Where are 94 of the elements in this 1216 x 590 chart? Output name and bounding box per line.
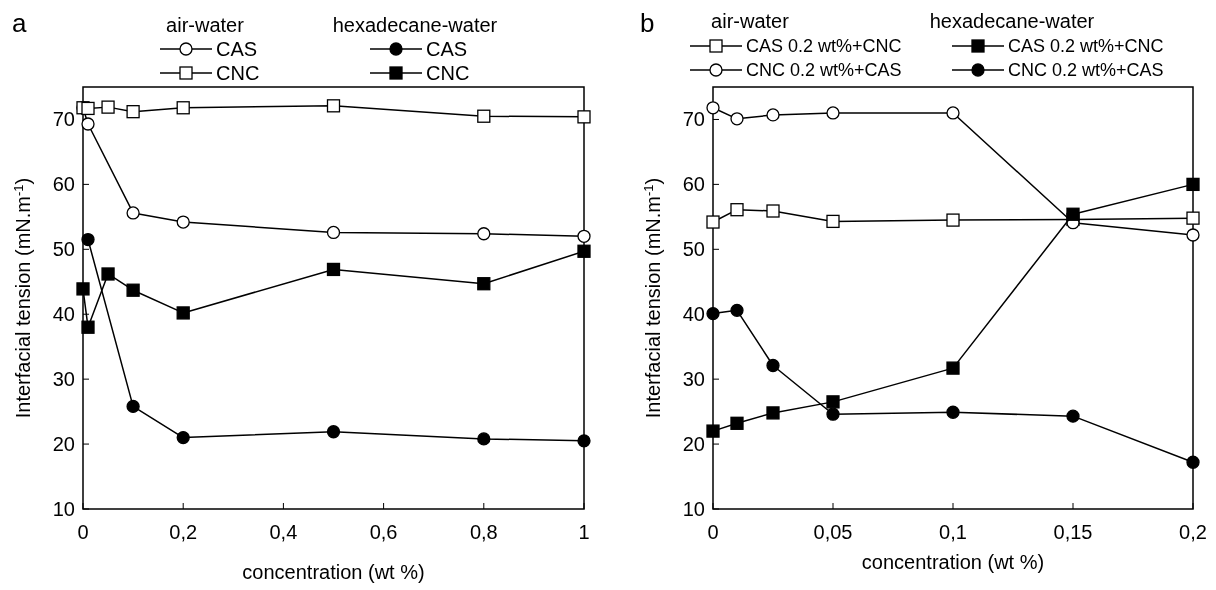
x-tick-label: 0 bbox=[77, 521, 89, 543]
point bbox=[946, 106, 960, 120]
point bbox=[1066, 207, 1080, 221]
x-tick-label: 0,4 bbox=[269, 521, 298, 543]
legend-label: CAS bbox=[426, 38, 468, 60]
legend-label: CAS bbox=[216, 38, 258, 60]
point bbox=[577, 244, 591, 258]
point bbox=[946, 213, 960, 227]
point bbox=[577, 229, 591, 243]
text: hexadecane-water bbox=[929, 10, 1095, 32]
point bbox=[730, 203, 744, 217]
y-tick-label: 10 bbox=[52, 498, 75, 520]
point bbox=[577, 110, 591, 124]
x-tick-label: 0,6 bbox=[369, 521, 398, 543]
x-axis-title: concentration (wt %) bbox=[242, 561, 425, 583]
point bbox=[81, 232, 95, 247]
chart-title: b bbox=[640, 8, 655, 38]
y-tick-label: 20 bbox=[682, 433, 705, 456]
point bbox=[477, 432, 491, 446]
point bbox=[477, 227, 491, 241]
x-tick-label: 0,2 bbox=[1179, 521, 1207, 543]
point bbox=[577, 434, 591, 448]
point bbox=[326, 99, 341, 113]
point bbox=[1186, 211, 1200, 225]
point bbox=[826, 395, 840, 409]
point bbox=[126, 283, 140, 297]
point bbox=[706, 215, 720, 229]
point bbox=[946, 361, 960, 375]
point bbox=[326, 425, 341, 439]
y-tick-label: 60 bbox=[682, 173, 705, 196]
point bbox=[176, 215, 190, 229]
point bbox=[101, 100, 115, 114]
y-tick-label: 70 bbox=[52, 108, 75, 131]
y-tick-label: 50 bbox=[52, 238, 75, 261]
x-tick-label: 1 bbox=[578, 521, 590, 543]
legend-label: CAS 0.2 wt%+CNC bbox=[746, 36, 902, 57]
legend-label: CNC bbox=[426, 62, 470, 84]
point bbox=[126, 399, 140, 414]
y-tick-label: 30 bbox=[52, 368, 75, 391]
y-tick-label: 40 bbox=[682, 303, 705, 326]
point bbox=[81, 320, 95, 334]
point bbox=[126, 105, 140, 119]
point bbox=[1186, 228, 1200, 242]
x-tick-label: 0 bbox=[707, 521, 719, 543]
point bbox=[1066, 409, 1080, 423]
point bbox=[326, 262, 341, 277]
legend-label: CNC 0.2 wt%+CAS bbox=[1008, 60, 1164, 81]
point bbox=[176, 430, 190, 445]
point bbox=[766, 108, 780, 122]
point bbox=[730, 112, 744, 126]
point bbox=[766, 358, 780, 373]
point bbox=[730, 416, 744, 430]
point bbox=[477, 277, 491, 291]
x-tick-label: 0,1 bbox=[939, 521, 967, 543]
x-axis-title: concentration (wt %) bbox=[861, 551, 1045, 573]
point bbox=[706, 101, 720, 115]
point bbox=[176, 101, 190, 115]
point bbox=[76, 282, 90, 296]
y-tick-label: 40 bbox=[52, 303, 75, 326]
point bbox=[176, 306, 190, 320]
text: hexadecane-water bbox=[332, 14, 498, 36]
point bbox=[826, 106, 840, 120]
point bbox=[1186, 455, 1200, 469]
point bbox=[766, 406, 780, 420]
y-tick-label: 50 bbox=[682, 238, 705, 261]
x-tick-label: 0,05 bbox=[813, 521, 853, 543]
legend-label: CNC bbox=[216, 62, 260, 84]
x-tick-label: 0,15 bbox=[1053, 521, 1093, 543]
y-tick-label: 70 bbox=[682, 108, 705, 131]
text: air-water bbox=[166, 14, 245, 36]
x-tick-label: 0,8 bbox=[469, 521, 498, 543]
y-tick-label: 60 bbox=[52, 173, 75, 196]
point bbox=[706, 306, 720, 321]
y-tick-label: 30 bbox=[682, 368, 705, 391]
x-tick-label: 0,2 bbox=[169, 521, 198, 543]
point bbox=[826, 407, 840, 421]
point bbox=[1186, 177, 1200, 192]
point bbox=[326, 225, 341, 240]
point bbox=[826, 214, 840, 229]
legend-label: CNC 0.2 wt%+CAS bbox=[746, 60, 902, 81]
point bbox=[101, 267, 115, 281]
point bbox=[946, 405, 960, 419]
text: air-water bbox=[711, 10, 790, 32]
y-tick-label: 20 bbox=[52, 433, 75, 456]
chart-title: a bbox=[12, 8, 27, 38]
point bbox=[477, 109, 491, 123]
point bbox=[81, 101, 95, 116]
point bbox=[126, 206, 140, 220]
point bbox=[706, 424, 720, 438]
point bbox=[730, 303, 744, 317]
point bbox=[81, 117, 95, 131]
y-tick-label: 10 bbox=[682, 498, 705, 520]
point bbox=[766, 204, 780, 218]
legend-label: CAS 0.2 wt%+CNC bbox=[1008, 36, 1164, 57]
